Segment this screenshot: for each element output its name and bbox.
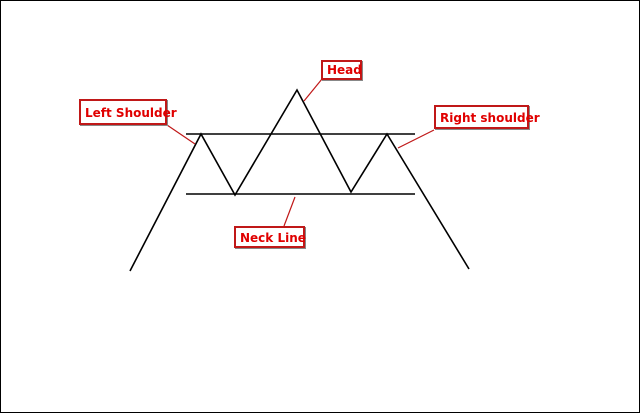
neck-line-label: Neck Line — [234, 226, 306, 248]
neck-line-pointer — [283, 196, 296, 227]
left-shoulder-label: Left Shoulder — [79, 99, 177, 125]
head-pointer — [303, 78, 323, 102]
right-shoulder-pointer — [397, 129, 435, 149]
head-label: Head — [321, 60, 362, 80]
left-shoulder-pointer — [166, 124, 196, 145]
right-shoulder-label: Right shoulder — [434, 105, 540, 129]
